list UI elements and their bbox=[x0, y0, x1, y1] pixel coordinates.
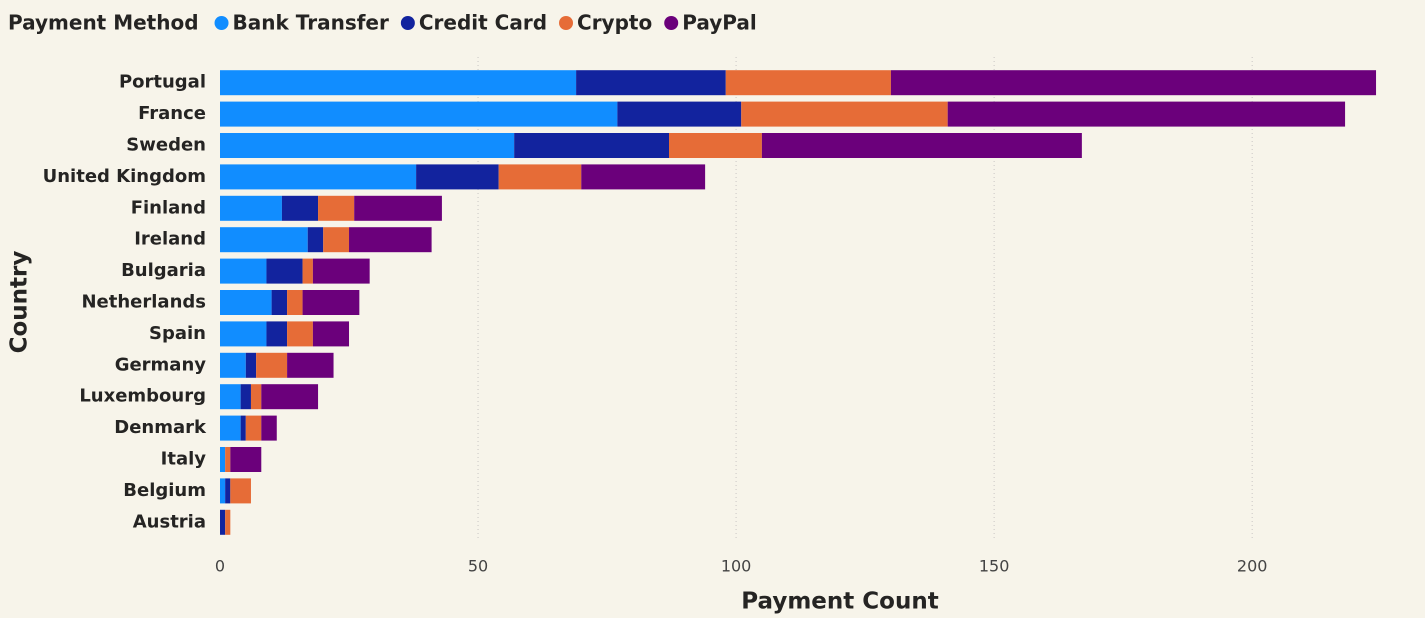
y-tick-label: Austria bbox=[133, 511, 206, 532]
legend-label: Crypto bbox=[577, 11, 652, 35]
bar-segment bbox=[416, 164, 499, 190]
bar-segment bbox=[230, 478, 251, 504]
bar-segment bbox=[281, 195, 319, 221]
x-tick-label: 50 bbox=[468, 557, 488, 576]
bar-segment bbox=[220, 227, 308, 253]
bar-segment bbox=[302, 290, 360, 315]
bar-segment bbox=[498, 164, 582, 190]
legend-marker bbox=[559, 16, 574, 30]
bar-segment bbox=[220, 509, 226, 535]
bar-segment bbox=[947, 101, 1346, 127]
bar-segment bbox=[266, 321, 288, 347]
bar-segment bbox=[323, 227, 350, 253]
bar-segment bbox=[225, 447, 231, 472]
bar-segment bbox=[240, 384, 251, 410]
bar-segment bbox=[261, 415, 277, 441]
bar-segment bbox=[220, 258, 267, 284]
x-axis-title: Payment Count bbox=[741, 589, 938, 615]
legend-label: Bank Transfer bbox=[233, 11, 389, 35]
legend-marker bbox=[664, 16, 679, 30]
y-tick-label: Netherlands bbox=[81, 292, 206, 313]
bar-segment bbox=[220, 415, 241, 441]
bar-segment bbox=[220, 70, 577, 96]
y-axis-title: Country bbox=[7, 251, 33, 354]
bar-segment bbox=[287, 290, 303, 315]
y-tick-label: France bbox=[138, 103, 206, 124]
legend-marker bbox=[400, 16, 415, 30]
y-tick-label: Denmark bbox=[114, 417, 207, 438]
bar-segment bbox=[617, 101, 742, 127]
bar-segment bbox=[271, 290, 288, 315]
bar-segment bbox=[302, 258, 313, 284]
y-tick-label: Spain bbox=[149, 323, 206, 344]
bar-segment bbox=[220, 384, 241, 410]
bar-segment bbox=[220, 352, 246, 378]
legend-label: PayPal bbox=[682, 11, 757, 35]
y-tick-label: United Kingdom bbox=[43, 166, 206, 187]
bar-segment bbox=[741, 101, 948, 127]
bar-segment bbox=[220, 133, 515, 158]
bar-segment bbox=[890, 70, 1377, 96]
bar-segment bbox=[354, 195, 442, 221]
y-tick-label: Portugal bbox=[119, 72, 206, 93]
bar-segment bbox=[576, 70, 726, 96]
bar-segment bbox=[220, 321, 267, 347]
bar-segment bbox=[256, 352, 288, 378]
bar-segment bbox=[245, 415, 262, 441]
bar-segment bbox=[225, 509, 231, 535]
bar-segment bbox=[581, 164, 706, 190]
bar-segment bbox=[349, 227, 432, 253]
bar-segment bbox=[725, 70, 891, 96]
bar-segment bbox=[266, 258, 303, 284]
y-tick-label: Sweden bbox=[126, 135, 206, 156]
y-tick-label: Luxembourg bbox=[79, 386, 206, 407]
x-tick-label: 100 bbox=[721, 557, 752, 576]
bar-segment bbox=[220, 101, 618, 127]
bar-segment bbox=[225, 478, 231, 504]
bar-segment bbox=[220, 447, 226, 472]
x-tick-label: 200 bbox=[1237, 557, 1268, 576]
bar-segment bbox=[287, 321, 313, 347]
y-tick-label: Ireland bbox=[134, 229, 206, 250]
y-tick-label: Finland bbox=[131, 197, 206, 218]
bar-segment bbox=[245, 352, 257, 378]
bar-segment bbox=[220, 195, 282, 221]
y-tick-label: Bulgaria bbox=[121, 260, 206, 281]
bar-segment bbox=[307, 227, 324, 253]
bar-segment bbox=[668, 133, 762, 158]
bar-segment bbox=[230, 447, 262, 472]
x-tick-label: 150 bbox=[979, 557, 1010, 576]
bar-segment bbox=[220, 478, 226, 504]
y-tick-label: Belgium bbox=[123, 480, 206, 501]
legend-title: Payment Method bbox=[8, 11, 199, 35]
bar-segment bbox=[220, 164, 417, 190]
y-tick-label: Germany bbox=[115, 354, 207, 375]
bar-segment bbox=[261, 384, 319, 410]
bar-segment bbox=[240, 415, 246, 441]
bar-segment bbox=[318, 195, 355, 221]
legend-marker bbox=[214, 16, 229, 30]
bar-segment bbox=[514, 133, 669, 158]
bar-segment bbox=[312, 258, 370, 284]
bar-segment bbox=[761, 133, 1082, 158]
y-tick-label: Italy bbox=[161, 449, 207, 470]
bar-segment bbox=[287, 352, 334, 378]
bar-segment bbox=[220, 290, 272, 315]
x-tick-label: 0 bbox=[215, 557, 225, 576]
bar-segment bbox=[312, 321, 350, 347]
legend-label: Credit Card bbox=[419, 11, 547, 35]
bar-segment bbox=[250, 384, 262, 410]
